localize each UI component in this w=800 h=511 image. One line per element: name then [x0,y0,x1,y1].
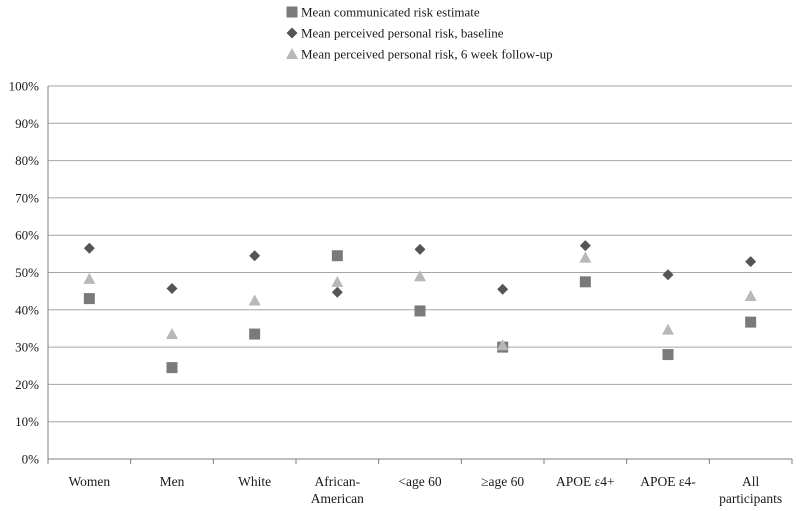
data-point-diamond [166,283,178,295]
x-category-label: Women [69,474,111,489]
y-tick-label: 20% [15,377,39,392]
legend-label: Mean perceived personal risk, baseline [301,26,504,41]
y-tick-label: 50% [15,265,39,280]
data-point-diamond [497,283,509,295]
data-point-triangle [166,328,178,340]
data-point-diamond [249,250,261,262]
data-point-square [331,250,343,262]
data-point-triangle [414,270,426,282]
y-axis-ticks: 0% 10% 20% 30% 40% 50% 60% 70% 80% 90% 100% [9,79,40,467]
data-point-triangle [496,339,509,351]
data-point-square [579,276,591,288]
data-point-diamond [579,240,591,252]
legend-label: Mean communicated risk estimate [301,5,480,20]
data-point-square [414,305,426,317]
legend-marker-square [286,6,298,18]
y-tick-label: 90% [15,116,39,131]
legend-marker-diamond [286,27,298,39]
x-category-label: APOE ε4- [640,474,696,489]
y-tick-label: 40% [15,302,39,317]
data-point-diamond [662,269,674,281]
x-category-label: ≥age 60 [481,474,524,489]
y-tick-label: 30% [15,340,39,355]
legend-marker-triangle [286,48,298,59]
legend-label: Mean perceived personal risk, 6 week fol… [301,47,553,62]
data-point-square [249,328,261,340]
y-tick-label: 80% [15,153,39,168]
y-tick-label: 70% [15,190,39,205]
x-category-label: <age 60 [398,474,441,489]
data-point-diamond [745,256,757,268]
data-point-square [83,293,95,305]
data-point-diamond [331,286,343,298]
data-points [83,240,757,374]
data-point-square [662,349,674,361]
data-point-diamond [83,242,95,254]
x-category-label: African-American [311,474,364,506]
data-point-triangle [248,294,261,306]
x-category-label: Men [160,474,185,489]
data-point-triangle [83,272,96,284]
x-category-label: All participants [719,474,782,506]
data-point-diamond [414,243,426,255]
y-tick-label: 60% [15,228,39,243]
data-point-square [166,362,178,374]
y-tick-label: 0% [22,452,40,467]
data-point-triangle [579,251,592,263]
x-category-label: APOE ε4+ [556,474,615,489]
data-point-triangle [662,323,674,335]
y-tick-label: 10% [15,414,39,429]
x-category-label: White [238,474,271,489]
data-point-triangle [744,289,757,301]
y-tick-label: 100% [9,79,40,94]
legend: Mean communicated risk estimate Mean perc… [286,5,553,62]
data-point-triangle [331,275,344,287]
data-point-square [745,316,757,328]
x-axis-categories: Women Men White African-American <age 60 ≥age… [69,474,783,506]
